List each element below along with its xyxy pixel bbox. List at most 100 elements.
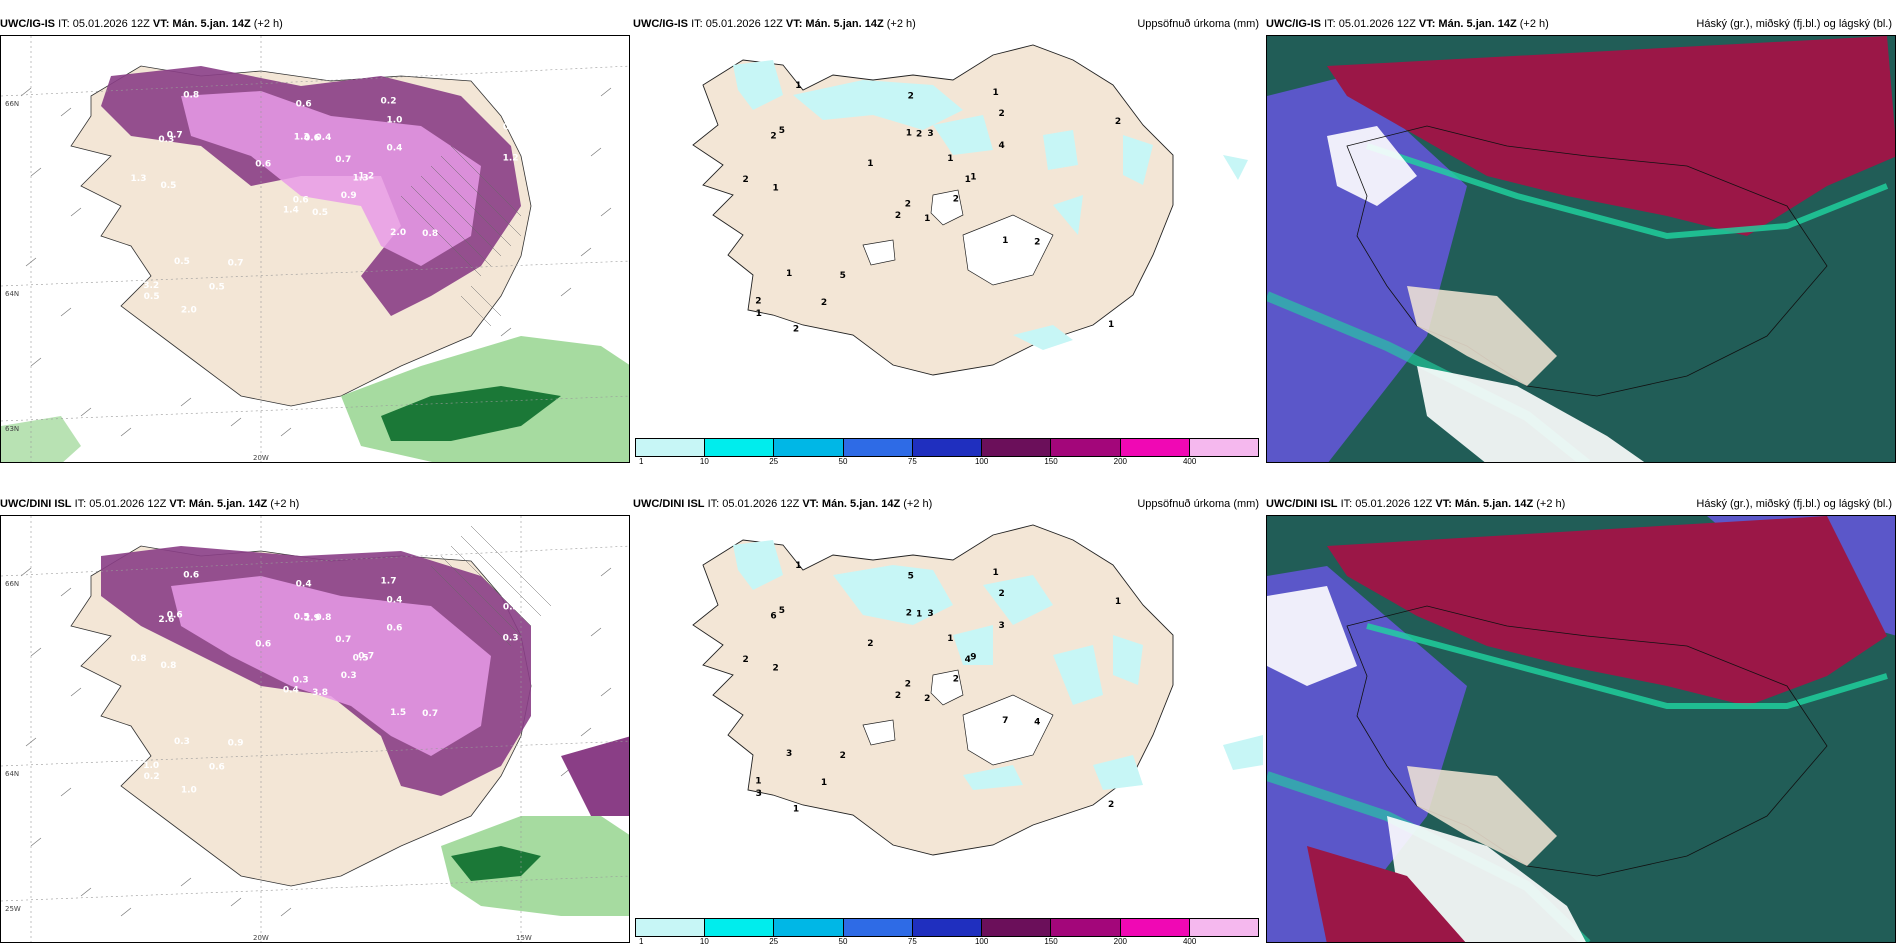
lead-offset: (+2 h) xyxy=(886,18,916,30)
value-label: 2 xyxy=(999,109,1005,119)
colorbar-swatch xyxy=(705,439,775,456)
graticule xyxy=(1,516,629,942)
value-label: 2 xyxy=(905,680,911,690)
value-label: 0.4 xyxy=(315,133,331,143)
value-label: 0.7 xyxy=(167,130,183,140)
precip-cyan-patches xyxy=(733,540,1263,790)
precip-wind-map[interactable]: 66N 64N 25W 20W 15W 3.8 2.6 0.3 1.0 0.5 0.9 1.… xyxy=(0,515,630,943)
cloud-edge-band xyxy=(1366,143,1889,240)
value-label: 0.6 xyxy=(183,571,199,581)
value-label: 5 xyxy=(779,126,785,136)
cloud-cover-panel-row1: UWC/IG-IS IT: 05.01.2026 12Z VT: Mán. 5.… xyxy=(1266,0,1896,467)
model-label: UWC/IG-IS xyxy=(0,18,55,30)
precip-value-labels: 0.50.30.63.21.30.70.20.41.00.90.80.60.50… xyxy=(131,91,519,316)
cloud-cover-svg xyxy=(1267,516,1895,942)
value-label: 0.8 xyxy=(161,661,177,671)
wind-barbs xyxy=(20,567,612,917)
value-label: 3 xyxy=(756,789,762,799)
colorbar-tick: 10 xyxy=(699,937,709,946)
colorbar-tick: 200 xyxy=(1113,457,1128,466)
colorbar-swatch xyxy=(1120,919,1190,936)
colorbar-tick: 200 xyxy=(1113,937,1128,946)
value-label: 2 xyxy=(905,200,911,210)
valid-time: VT: Mán. 5.jan. 14Z xyxy=(785,18,884,30)
value-label: 0.3 xyxy=(174,737,190,747)
precip-area-light xyxy=(181,91,481,266)
lon-label: 20W xyxy=(253,454,269,462)
precip-wind-svg: 66N 64N 25W 20W 15W 3.8 2.6 0.3 1.0 0.5 0.9 1.… xyxy=(1,516,629,942)
init-time: IT: 05.01.2026 12Z xyxy=(1324,18,1416,30)
precip-area-light xyxy=(171,576,491,756)
value-label: 1.0 xyxy=(387,115,403,125)
value-label: 2 xyxy=(916,129,922,139)
value-label: 5 xyxy=(840,271,846,281)
value-label: 1 xyxy=(755,777,761,787)
panel-header: UWC/DINI ISL IT: 05.01.2026 12Z VT: Mán.… xyxy=(0,498,630,514)
panel-header: UWC/IG-IS IT: 05.01.2026 12Z VT: Mán. 5.… xyxy=(633,18,1263,34)
colorbar-swatch xyxy=(912,919,983,936)
lon-label: 25W xyxy=(5,905,21,913)
value-label: 0.4 xyxy=(283,686,299,696)
value-label: 2.9 xyxy=(304,613,320,623)
lat-label: 64N xyxy=(5,770,19,778)
value-label: 1 xyxy=(786,269,792,279)
value-label: 4 xyxy=(965,655,971,665)
value-label: 0.8 xyxy=(422,229,438,239)
colorbar-tick: 50 xyxy=(838,457,848,466)
value-label: 1.2 xyxy=(503,154,519,164)
cloud-cover-svg xyxy=(1267,36,1895,462)
colorbar-tick: 25 xyxy=(769,457,779,466)
precip-wind-svg: 66N 64N 63N 20W 0.50.30.63.21.30.70.20.4… xyxy=(1,36,629,462)
value-label: 2 xyxy=(821,298,827,308)
accumulated-precip-panel-row1: UWC/IG-IS IT: 05.01.2026 12Z VT: Mán. 5.… xyxy=(633,0,1263,467)
cloud-low-area xyxy=(1267,76,1467,462)
colorbar-swatch xyxy=(774,439,844,456)
model-label: UWC/DINI ISL xyxy=(1266,498,1338,510)
value-label: 1.3 xyxy=(131,174,147,184)
value-label: 2.0 xyxy=(181,306,197,316)
value-label: 0.5 xyxy=(161,181,177,191)
value-label: 6 xyxy=(770,611,776,621)
colorbar-tick: 150 xyxy=(1044,937,1058,946)
precip-green-dark xyxy=(381,386,561,441)
clear-sky-area xyxy=(1327,126,1417,206)
value-label: 2 xyxy=(906,608,912,618)
value-label: 2 xyxy=(999,589,1005,599)
cloud-cover-map[interactable] xyxy=(1266,35,1896,463)
precip-area-heavy xyxy=(561,736,629,816)
value-label: 0.5 xyxy=(144,292,160,302)
precip-green-west xyxy=(1,416,81,462)
value-label: 1 xyxy=(773,183,779,193)
value-label: 1 xyxy=(867,159,873,169)
glacier xyxy=(930,189,964,226)
iceland-outline xyxy=(1346,605,1828,877)
model-label: UWC/DINI ISL xyxy=(0,498,72,510)
precip-wind-panel-row2: UWC/DINI ISL IT: 05.01.2026 12Z VT: Mán.… xyxy=(0,480,630,947)
value-label: 0.2 xyxy=(144,772,160,782)
cloud-cover-map[interactable] xyxy=(1266,515,1896,943)
lead-offset: (+2 h) xyxy=(253,18,283,30)
value-label: 1.4 xyxy=(283,206,299,216)
value-label: 3 xyxy=(927,129,933,139)
iceland-outline xyxy=(1346,125,1828,397)
value-label: 0.7 xyxy=(358,651,374,661)
value-label: 0.5 xyxy=(209,282,225,292)
lat-label: 66N xyxy=(5,580,19,588)
panel-header: UWC/IG-IS IT: 05.01.2026 12Z VT: Mán. 5.… xyxy=(1266,18,1896,34)
value-label: 0.4 xyxy=(387,595,403,605)
precip-title: Uppsöfnuð úrkoma (mm) xyxy=(1137,498,1259,510)
lat-label: 66N xyxy=(5,100,19,108)
value-label: 2 xyxy=(908,91,914,101)
value-label: 2.0 xyxy=(390,228,406,238)
value-label: 0.7 xyxy=(228,259,244,269)
value-label: 0.3 xyxy=(158,135,174,145)
land-patch xyxy=(1407,766,1557,866)
precip-wind-map[interactable]: 66N 64N 63N 20W 0.5 0.3 0.6 3.2 1.3 0.7 0.2 0.4… xyxy=(0,35,630,463)
precip-colorbar xyxy=(635,438,1259,457)
panel-header: UWC/IG-IS IT: 05.01.2026 12Z VT: Mán. 5.… xyxy=(0,18,630,34)
value-label: 1 xyxy=(970,172,976,182)
colorbar-swatch xyxy=(1189,439,1258,456)
